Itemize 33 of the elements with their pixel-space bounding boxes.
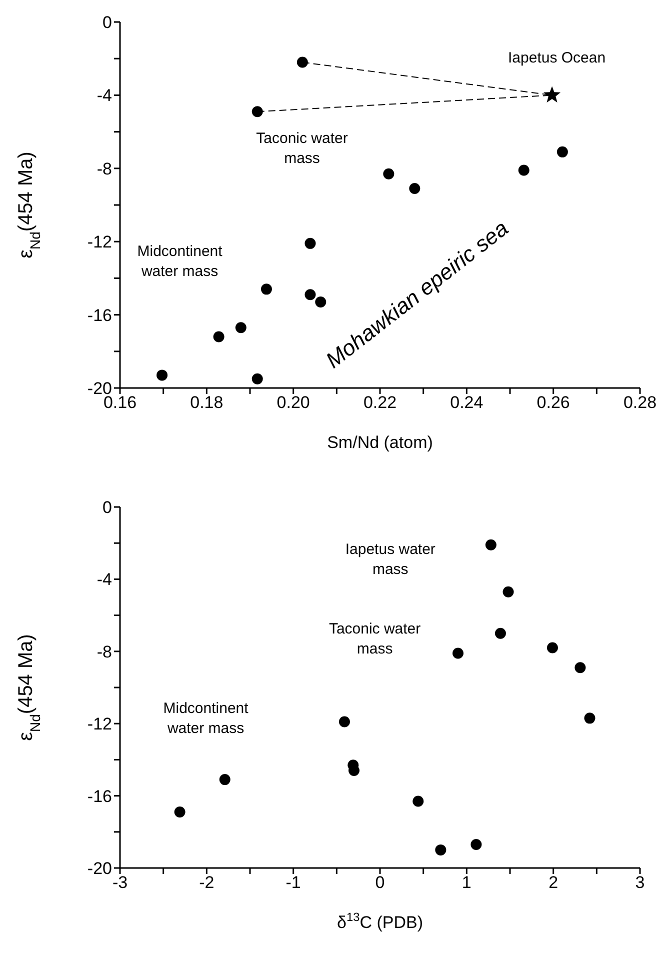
- x-tick-label: 0.16: [103, 393, 137, 412]
- annotation: Iapetus Ocean: [508, 49, 606, 66]
- y-tick-label: -12: [87, 232, 112, 252]
- y-tick-label: -20: [87, 859, 112, 878]
- x-tick-label: -1: [286, 873, 301, 892]
- y-tick-label: -16: [87, 786, 112, 806]
- y-tick-label: -4: [96, 86, 112, 106]
- annotation: Taconic water mass: [256, 130, 348, 167]
- y-tick-label: -8: [96, 642, 112, 662]
- annotation: Midcontinent water mass: [163, 700, 250, 737]
- x-tick-label: 0.26: [536, 393, 570, 412]
- x-axis-title: Sm/Nd (atom): [327, 433, 433, 452]
- annotation: Iapetus water mass: [345, 540, 436, 578]
- x-axis-title: δ$^{13}$C (PDB): [337, 910, 423, 932]
- x-tick-label: 3: [635, 873, 645, 892]
- y-tick-label: -12: [87, 714, 112, 734]
- y-tick-label: -16: [87, 306, 112, 325]
- annotation: Midcontinent water mass: [137, 243, 224, 280]
- x-tick-label: 2: [548, 873, 558, 892]
- x-tick-label: 0: [375, 873, 385, 892]
- x-tick-label: 0.20: [276, 393, 310, 412]
- annotation: Taconic water mass: [328, 620, 421, 658]
- x-tick-label: 0.18: [190, 393, 224, 412]
- x-tick-label: 1: [462, 873, 472, 892]
- y-tick-label: -4: [96, 570, 112, 590]
- x-tick-label: -3: [112, 873, 128, 892]
- y-tick-label: 0: [102, 498, 112, 518]
- x-tick-label: 0.22: [363, 393, 397, 412]
- x-tick-label: 0.24: [450, 393, 484, 412]
- y-tick-label: -8: [96, 159, 112, 178]
- x-tick-label: 0.28: [623, 393, 657, 412]
- y-tick-label: 0: [102, 13, 112, 32]
- x-tick-label: -2: [199, 873, 214, 892]
